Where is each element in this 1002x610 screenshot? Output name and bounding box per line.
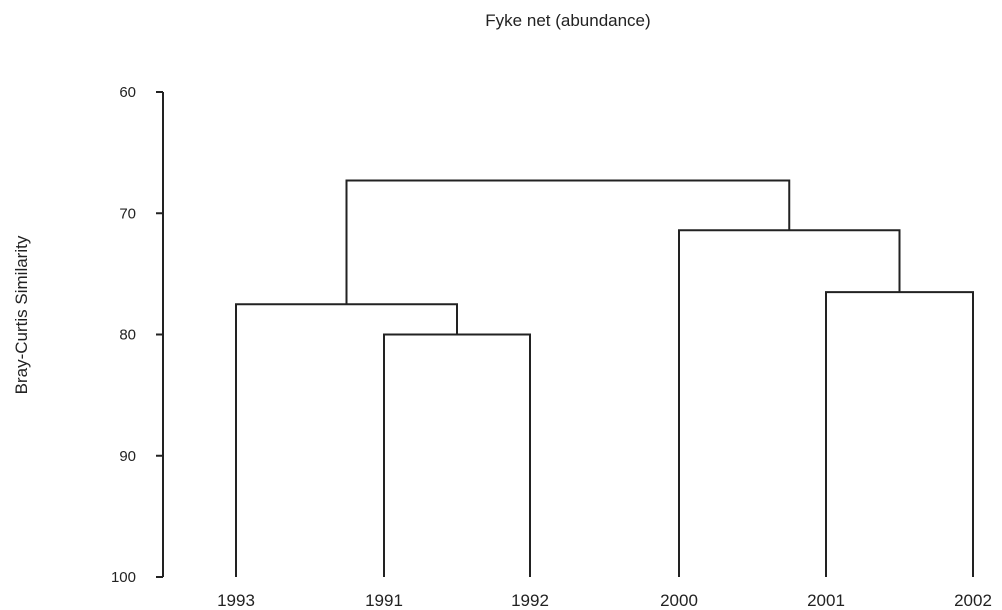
leaf-label-2000: 2000	[660, 591, 698, 610]
leaf-label-1992: 1992	[511, 591, 549, 610]
y-tick-label-100: 100	[111, 569, 136, 586]
y-tick-label-60: 60	[119, 84, 136, 101]
leaf-label-1993: 1993	[217, 591, 255, 610]
chart-title: Fyke net (abundance)	[485, 11, 650, 30]
leaf-labels: 1993 1991 1992 2000 2001 2002	[217, 591, 992, 610]
y-axis-title: Bray-Curtis Similarity	[12, 235, 31, 394]
dendrogram-links	[235, 179, 974, 577]
y-tick-label-80: 80	[119, 327, 136, 344]
merge-link-4	[235, 303, 458, 577]
merge-link-3	[678, 229, 901, 577]
y-tick-label-70: 70	[119, 205, 136, 222]
y-tick-label-90: 90	[119, 448, 136, 465]
merge-link-1	[383, 333, 531, 577]
leaf-label-2001: 2001	[807, 591, 845, 610]
y-axis-ticks: 60 70 80 90 100	[111, 84, 163, 586]
merge-link-2	[825, 291, 974, 577]
leaf-label-1991: 1991	[365, 591, 403, 610]
merge-link-5	[345, 179, 791, 305]
leaf-label-2002: 2002	[954, 591, 992, 610]
